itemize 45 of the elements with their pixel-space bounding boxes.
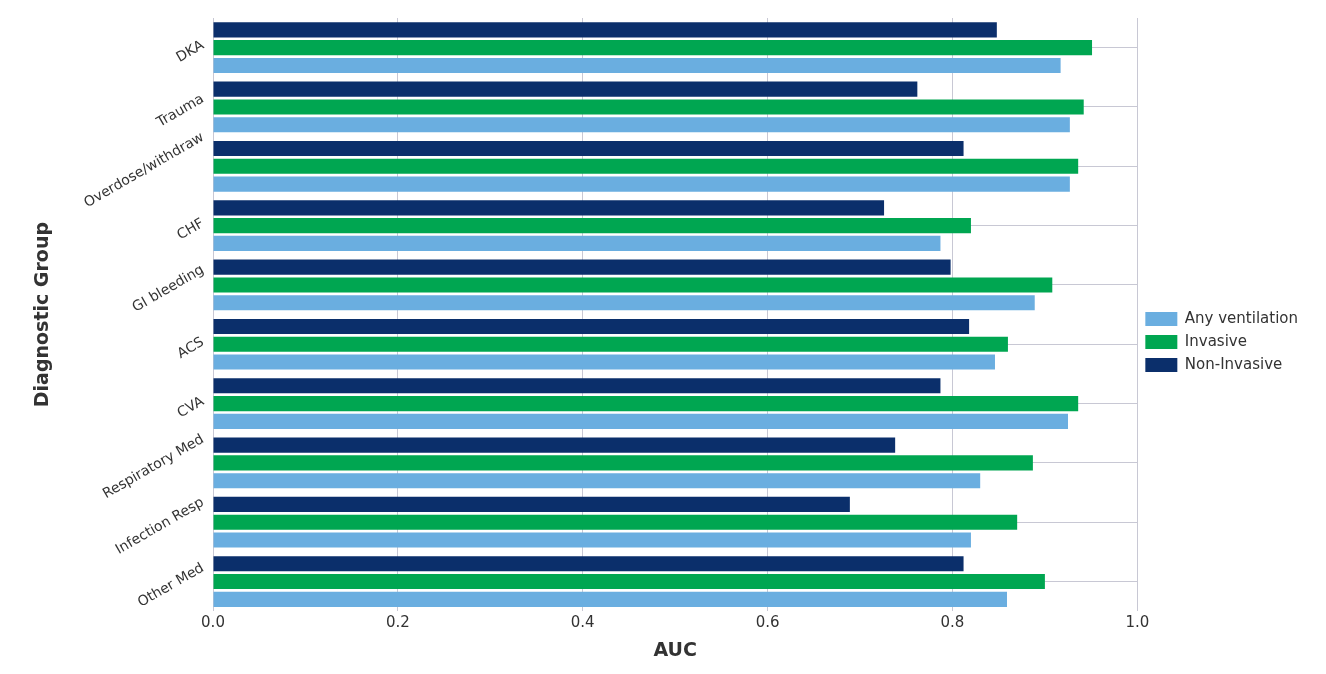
bar [213,473,981,489]
bar [213,40,1093,56]
x-tick-label: 0.6 [755,613,780,632]
bar [213,396,1079,412]
bar [213,318,970,335]
bar [213,514,1018,530]
bar [213,295,1035,311]
y-tick-label: CVA [174,392,207,421]
bar [213,235,941,251]
bar [213,259,951,275]
bar [213,57,1061,74]
x-tick-label: 0.2 [385,613,410,632]
bar [213,140,964,157]
bar [213,158,1079,174]
x-tick-label: 1.0 [1125,613,1150,632]
x-axis-title: AUC [653,637,697,660]
bar [213,378,941,394]
bar [213,277,1053,293]
bar [213,200,885,216]
bar [213,22,997,38]
x-tick-label: 0.8 [940,613,965,632]
bar [213,556,964,572]
bar [213,413,1069,429]
bar [213,176,1070,192]
bar [213,354,995,370]
legend-label: Any ventilation [1184,308,1299,327]
legend-label: Non-Invasive [1184,354,1283,373]
bar [213,99,1084,115]
bar [213,437,896,453]
legend-label: Invasive [1184,331,1247,350]
bar [213,218,971,234]
bar [213,117,1070,133]
bar [213,496,850,512]
y-axis-title: Diagnostic Group [30,221,53,408]
bar [213,336,1008,352]
bar [213,532,971,548]
bar [213,573,1045,590]
bar [213,455,1033,471]
y-tick-label: CHF [173,214,207,243]
y-tick-label: ACS [174,333,207,361]
bar [213,591,1007,607]
x-tick-label: 0.0 [201,613,225,632]
y-tick-label: DKA [172,36,207,65]
bar [213,81,918,97]
x-tick-label: 0.4 [570,613,595,632]
